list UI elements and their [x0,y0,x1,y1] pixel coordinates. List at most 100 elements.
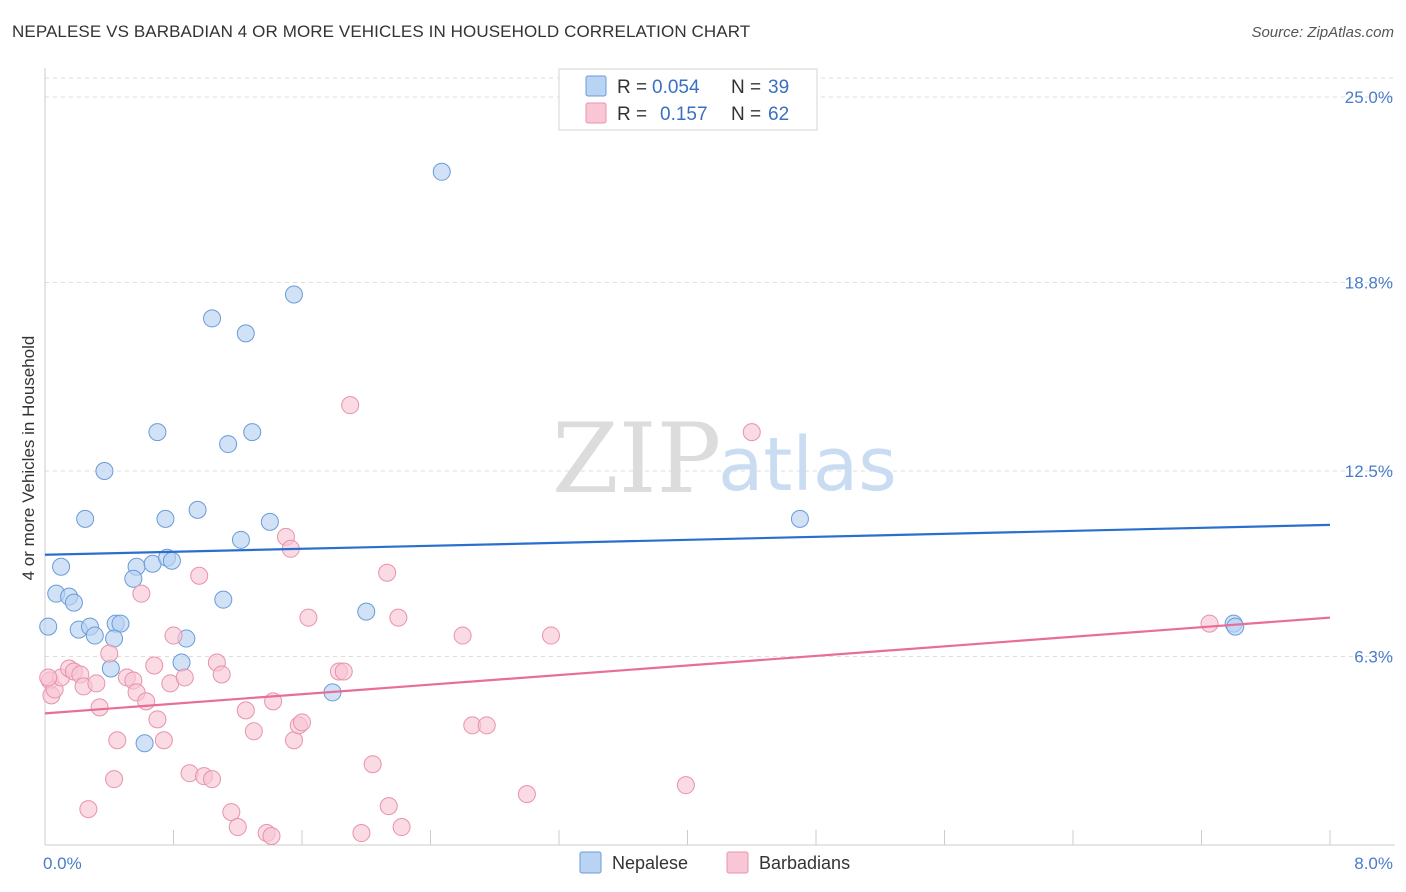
trend-layer [44,523,1331,715]
legend-n-label-nepalese: N = [731,77,761,98]
point-barbadians [222,803,241,822]
watermark: ZIP atlas [552,403,897,515]
point-nepalese [284,285,303,304]
point-nepalese [172,653,191,672]
legend-r-label-nepalese: R = [617,77,647,98]
watermark-zip: ZIP [552,403,721,515]
point-nepalese [156,509,175,528]
point-barbadians [180,764,199,783]
point-nepalese [219,435,238,454]
point-barbadians [392,818,411,837]
legend-r-value-nepalese: 0.054 [652,77,700,98]
point-nepalese [357,602,376,621]
legend-n-value-barbadians: 62 [768,104,789,125]
point-nepalese [105,629,124,648]
point-barbadians [676,776,695,795]
bottom-legend-swatch-nepalese [579,851,602,874]
trendline-barbadians [44,616,1331,715]
point-barbadians [90,698,109,717]
point-nepalese [111,614,130,633]
point-barbadians [164,626,183,645]
points-layer [39,162,1245,846]
point-nepalese [162,551,181,570]
bottom-legend-swatch-barbadians [726,851,749,874]
point-nepalese [203,309,222,328]
point-barbadians [453,626,472,645]
point-nepalese [236,324,255,343]
point-nepalese [243,423,262,442]
point-barbadians [363,755,382,774]
point-barbadians [108,731,127,750]
legend-swatch-nepalese [585,75,607,97]
point-nepalese [1226,617,1245,636]
point-barbadians [145,656,164,675]
x-tick-label: 0.0% [43,854,82,873]
y-axis-label: 4 or more Vehicles in Household [19,336,38,581]
point-barbadians [244,722,263,741]
legend-swatch-barbadians [585,102,607,124]
y-tick-label: 25.0% [1345,88,1393,107]
point-barbadians [293,713,311,732]
point-barbadians [299,608,318,627]
bottom-legend-label-nepalese: Nepalese [612,853,688,873]
point-nepalese [52,557,71,576]
point-barbadians [39,668,58,687]
point-barbadians [389,608,408,627]
point-barbadians [154,731,173,750]
point-barbadians [379,797,398,816]
point-nepalese [214,590,233,609]
trendline-nepalese [44,523,1331,556]
point-nepalese [432,162,451,181]
point-barbadians [742,423,761,442]
point-nepalese [135,734,154,753]
point-barbadians [100,644,119,663]
point-barbadians [212,665,231,684]
bottom-legend: Nepalese Barbadians [579,851,850,874]
point-barbadians [175,668,194,687]
point-nepalese [790,509,809,528]
bottom-legend-label-barbadians: Barbadians [759,853,850,873]
point-barbadians [79,800,98,819]
point-barbadians [334,662,353,681]
legend-n-label-barbadians: N = [731,104,761,125]
point-barbadians [477,716,496,735]
point-nepalese [148,423,167,442]
y-tick-label: 12.5% [1345,462,1393,481]
point-barbadians [352,824,371,843]
point-barbadians [87,674,106,693]
point-nepalese [260,512,279,531]
point-barbadians [541,626,560,645]
point-nepalese [188,500,207,519]
point-barbadians [262,827,281,846]
point-nepalese [124,569,143,588]
chart-title: NEPALESE VS BARBADIAN 4 OR MORE VEHICLES… [12,22,751,41]
legend-r-label-barbadians: R = [617,104,647,125]
legend-box: R = 0.054 N = 39 R = 0.157 N = 62 [558,68,818,131]
point-barbadians [378,563,397,582]
legend-r-value-barbadians: 0.157 [660,104,708,125]
source-label: Source: ZipAtlas.com [1251,24,1394,41]
point-nepalese [76,509,95,528]
y-tick-label: 6.3% [1354,648,1393,667]
y-tick-label: 18.8% [1345,274,1393,293]
point-barbadians [148,710,167,729]
point-nepalese [85,626,104,645]
point-barbadians [132,584,151,603]
point-barbadians [203,770,222,789]
point-barbadians [1200,614,1219,633]
point-barbadians [228,818,247,837]
grid-layer [45,77,1395,658]
x-tick-label: 8.0% [1354,854,1393,873]
point-nepalese [231,530,250,549]
point-barbadians [341,396,360,415]
point-nepalese [64,593,83,612]
legend-n-value-nepalese: 39 [768,77,789,98]
point-nepalese [95,462,114,480]
point-barbadians [105,770,124,789]
point-barbadians [190,566,209,585]
point-barbadians [284,731,303,750]
axis-layer: 25.0% 18.8% 12.5% 6.3% 0.0% 8.0% [43,68,1395,873]
point-barbadians [236,701,255,720]
point-barbadians [517,785,536,804]
